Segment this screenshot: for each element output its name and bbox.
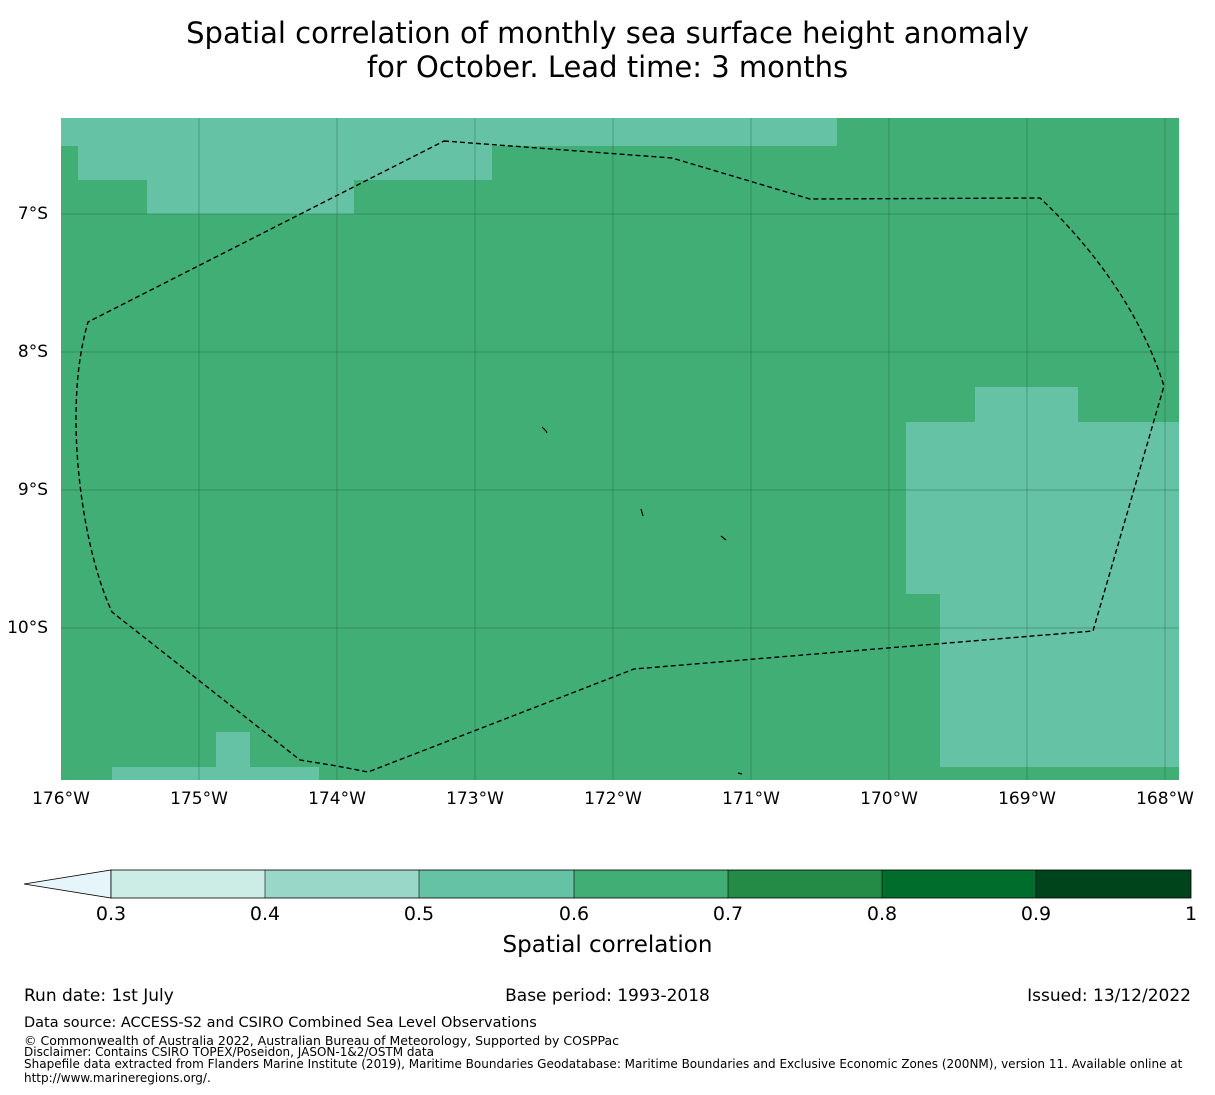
north-patch [61, 118, 837, 214]
colorbar-tick-label: 1 [1184, 903, 1198, 925]
lon-label-173W: 173°W [446, 789, 504, 809]
colorbar-tick-label: 0.5 [403, 903, 435, 925]
colorbar-extend-triangle [23, 869, 112, 899]
colorbar-tick-label: 0.8 [866, 903, 898, 925]
lat-label-10S: 10°S [7, 618, 48, 638]
lon-label-172W: 172°W [584, 789, 642, 809]
lat-label-9S: 9°S [17, 480, 48, 500]
base-period: Base period: 1993-2018 [505, 986, 710, 1006]
shapefile-credit: Shapefile data extracted from Flanders M… [24, 1057, 1183, 1071]
lat-label-7S: 7°S [17, 204, 48, 224]
lat-label-8S: 8°S [17, 342, 48, 362]
colorbar [23, 869, 1192, 899]
disclaimer: Disclaimer: Contains CSIRO TOPEX/Poseido… [24, 1045, 434, 1059]
lon-label-176W: 176°W [32, 789, 90, 809]
lon-label-174W: 174°W [308, 789, 366, 809]
eez-boundary [75, 140, 1165, 773]
issued-date: Issued: 13/12/2022 [1027, 986, 1191, 1006]
lon-label-170W: 170°W [860, 789, 918, 809]
lon-label-169W: 169°W [998, 789, 1056, 809]
map-title-line-2: for October. Lead time: 3 months [366, 50, 849, 84]
correlation-patches [61, 118, 1179, 780]
south-patch [112, 732, 319, 780]
colorbar-tick-label: 0.7 [712, 903, 744, 925]
colorbar-tick-label: 0.3 [95, 903, 127, 925]
lon-label-171W: 171°W [722, 789, 780, 809]
colorbar-title: Spatial correlation [502, 932, 713, 958]
map-title-line-1: Spatial correlation of monthly sea surfa… [186, 16, 1029, 50]
lon-label-175W: 175°W [170, 789, 228, 809]
run-date: Run date: 1st July [24, 986, 174, 1006]
data-source: Data source: ACCESS-S2 and CSIRO Combine… [24, 1015, 537, 1031]
colorbar-tick-label: 0.4 [249, 903, 281, 925]
islands [541, 426, 743, 775]
shapefile-url: http://www.marineregions.org/. [24, 1071, 211, 1085]
colorbar-tick-label: 0.9 [1020, 903, 1052, 925]
lon-label-168W: 168°W [1136, 789, 1194, 809]
colorbar-tick-label: 0.6 [558, 903, 590, 925]
gridlines [61, 118, 1179, 780]
east-patch [906, 387, 1179, 767]
copyright-notice: © Commonwealth of Australia 2022, Austra… [24, 1033, 619, 1048]
